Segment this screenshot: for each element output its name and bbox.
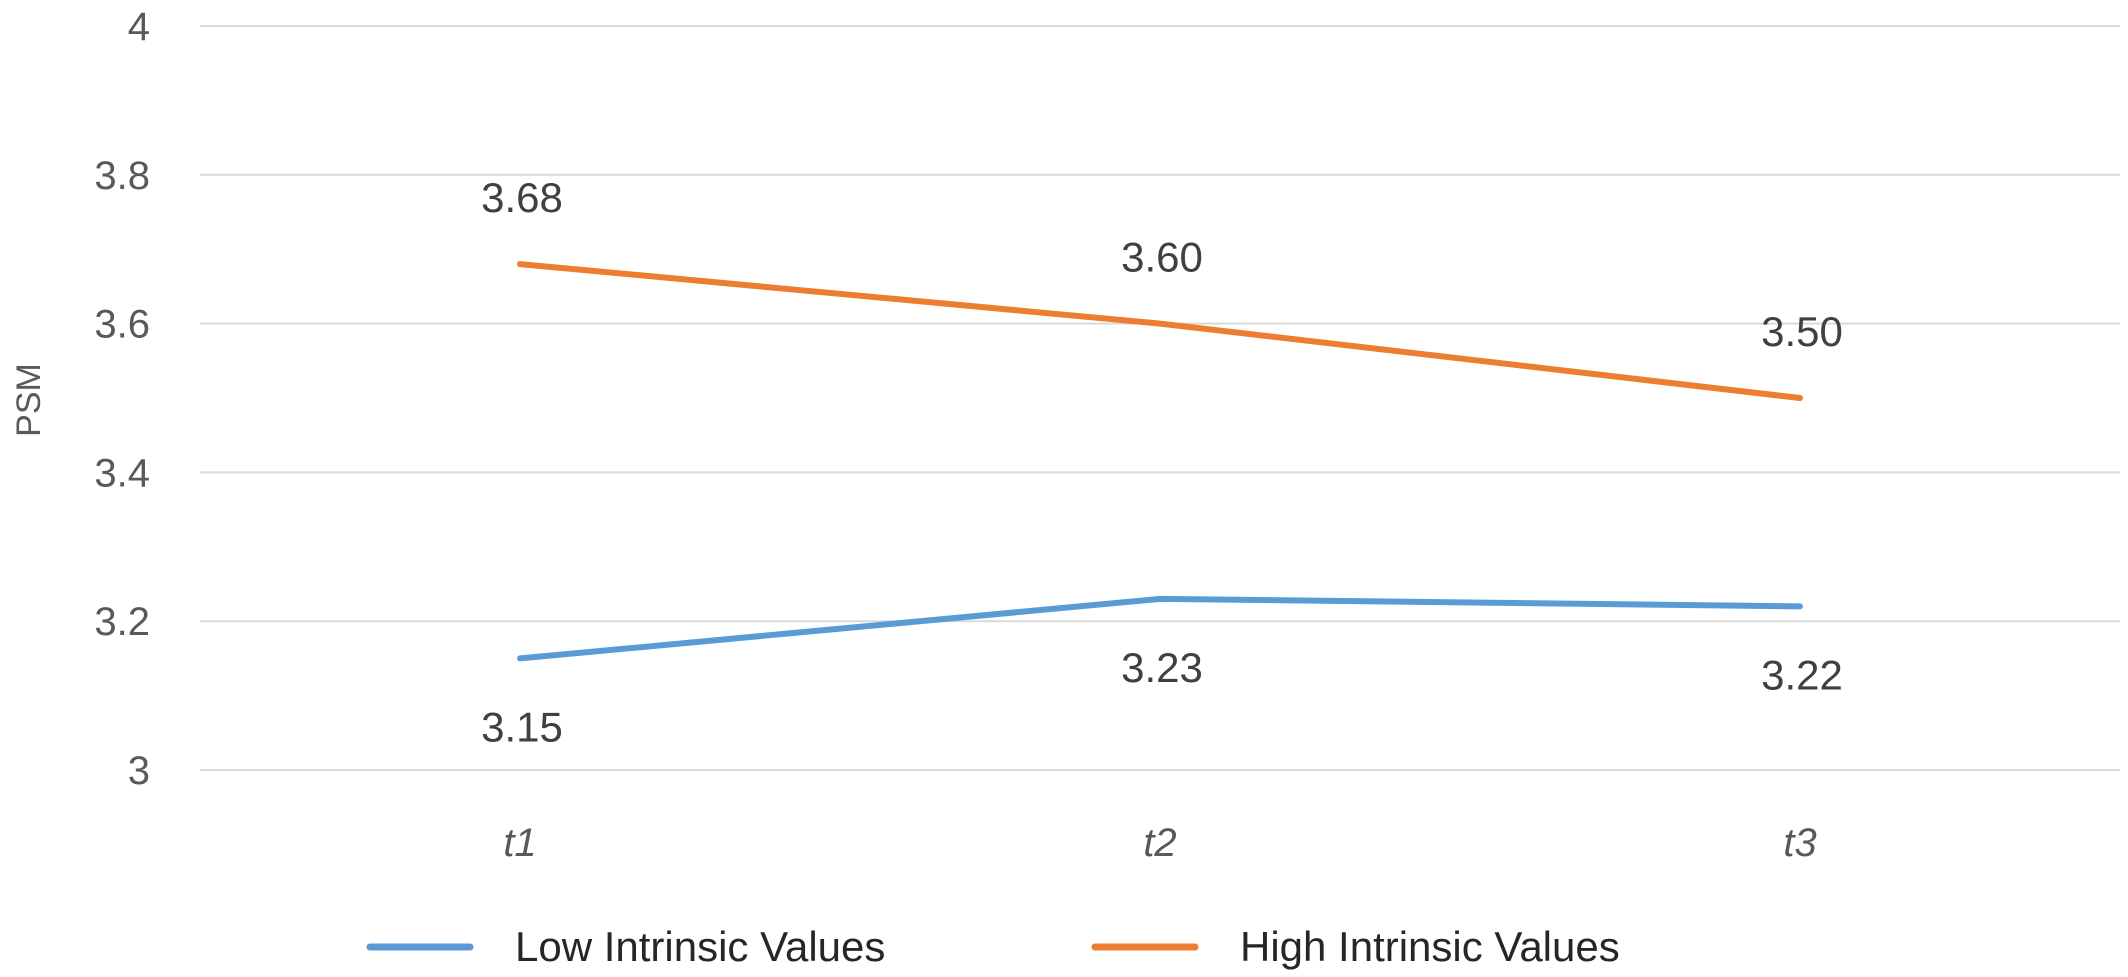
y-tick-label: 3.4 (94, 451, 150, 495)
y-tick-label: 3.6 (94, 303, 150, 347)
legend-label: Low Intrinsic Values (515, 923, 885, 970)
data-point (1798, 396, 1802, 400)
data-point (518, 262, 522, 266)
y-axis-title: PSM (10, 363, 48, 437)
x-tick-label: t2 (1143, 821, 1176, 865)
data-label: 3.22 (1761, 651, 1843, 698)
data-point (1798, 604, 1802, 608)
y-tick-label: 4 (128, 5, 150, 49)
data-point (1158, 597, 1162, 601)
data-point (1158, 322, 1162, 326)
data-label: 3.68 (481, 174, 563, 221)
grid-layer (200, 25, 2120, 771)
legend-label: High Intrinsic Values (1240, 923, 1620, 970)
series-layer (517, 261, 1803, 662)
data-label: 3.15 (481, 703, 563, 750)
x-tick-layer: t1 t2 t3 (503, 821, 1816, 865)
data-label: 3.50 (1761, 308, 1843, 355)
y-tick-label: 3.2 (94, 600, 150, 644)
series-line-2 (517, 261, 1803, 401)
y-tick-label: 3 (128, 749, 150, 793)
data-label: 3.60 (1121, 234, 1203, 281)
y-tick-label: 3.8 (94, 154, 150, 198)
x-tick-label: t1 (503, 821, 536, 865)
legend-item: Low Intrinsic Values (366, 923, 885, 970)
legend-item: High Intrinsic Values (1091, 923, 1620, 970)
y-tick-layer: 3 3.2 3.4 3.6 3.8 4 (94, 5, 150, 793)
x-tick-label: t3 (1783, 821, 1816, 865)
data-label: 3.23 (1121, 644, 1203, 691)
data-label-layer: 3.15 3.23 3.22 3.68 3.60 3.50 (481, 174, 1843, 750)
data-point (518, 656, 522, 660)
legend: Low Intrinsic Values High Intrinsic Value… (366, 923, 1620, 970)
